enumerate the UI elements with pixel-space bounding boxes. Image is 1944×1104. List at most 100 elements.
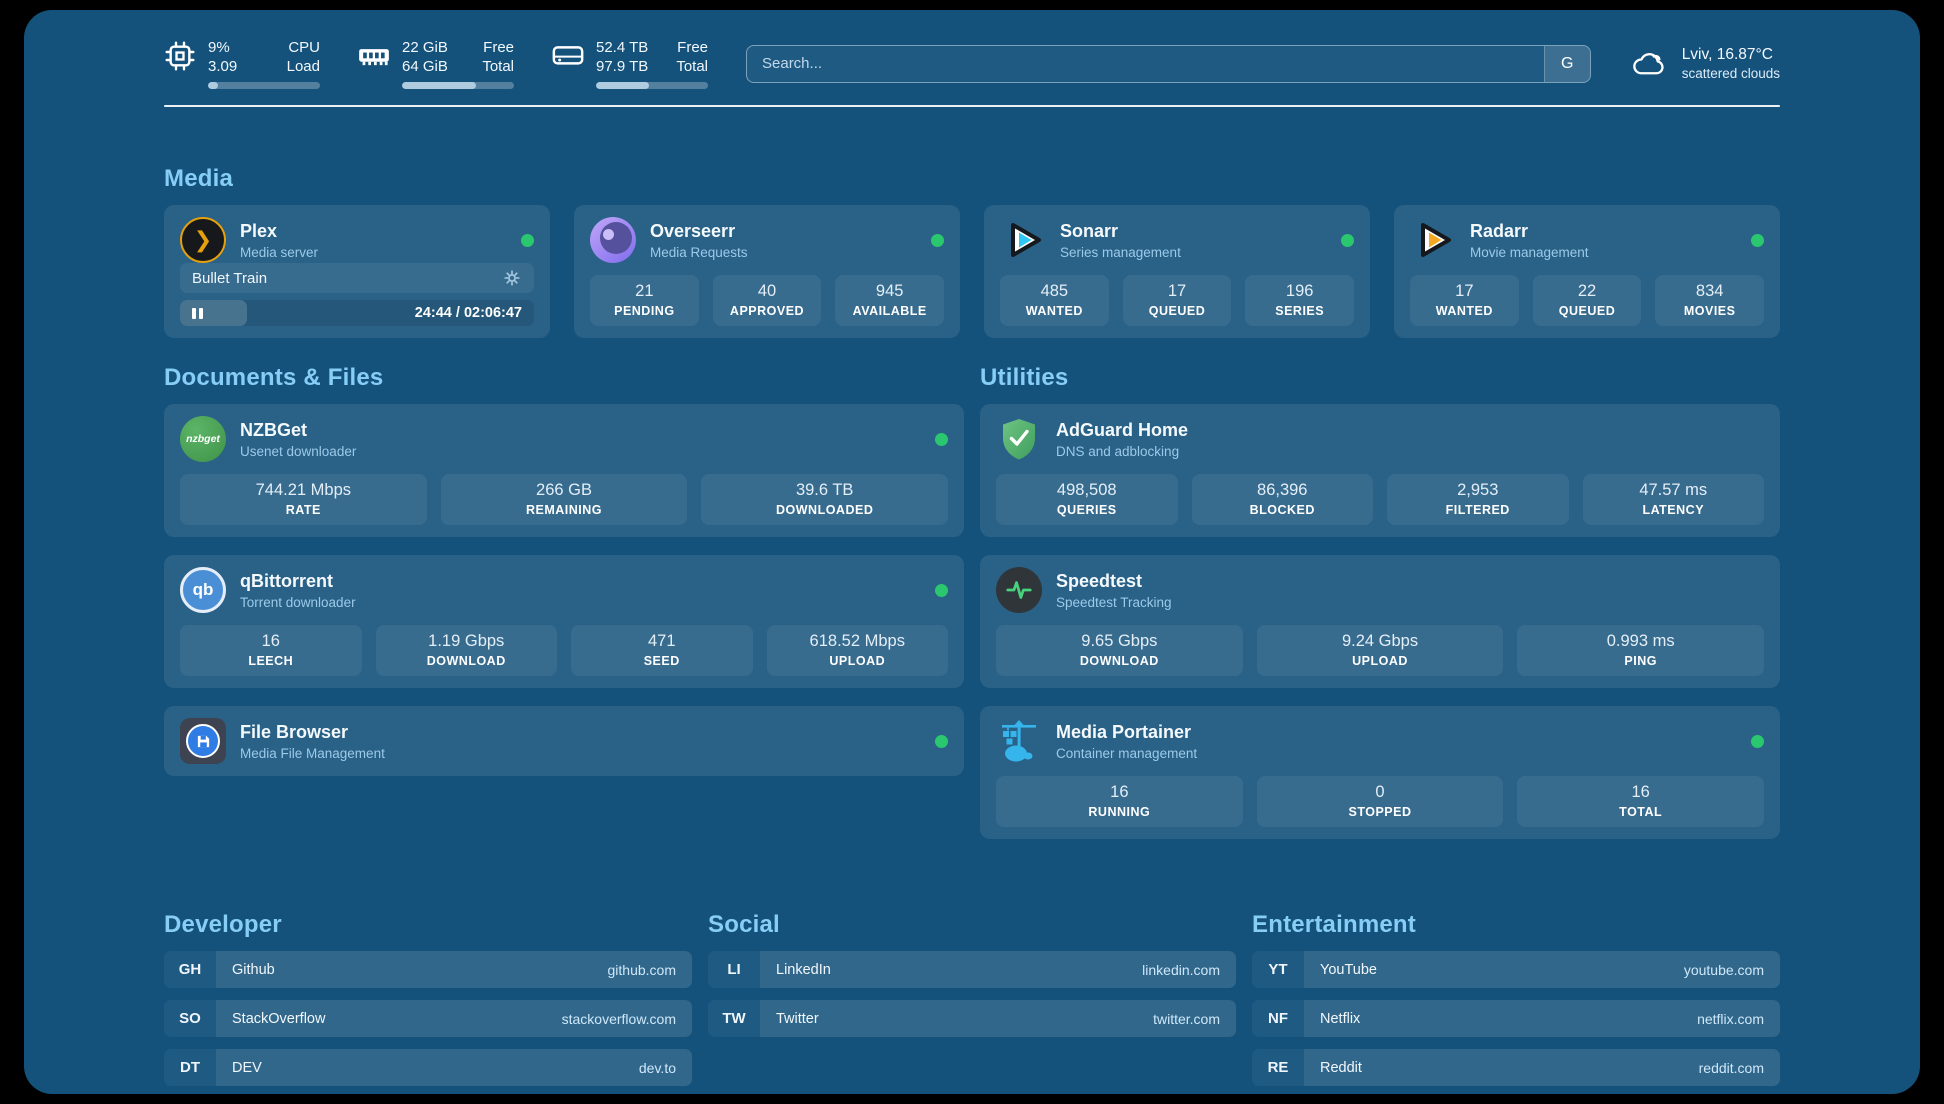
filebrowser-logo-icon bbox=[180, 718, 226, 764]
cpu-stat: 9% 3.09 CPU Load bbox=[164, 38, 320, 89]
status-indicator bbox=[935, 583, 948, 597]
link-stackoverflow[interactable]: SO StackOverflow stackoverflow.com bbox=[164, 1000, 692, 1037]
ram-free-value: 22 GiB bbox=[402, 39, 448, 56]
ram-stat: 22 GiB 64 GiB Free Total bbox=[358, 38, 514, 89]
cpu-load-label: Load bbox=[286, 58, 320, 75]
stat-remaining: 266 GB REMAINING bbox=[440, 474, 688, 525]
status-indicator bbox=[935, 734, 948, 748]
app-subtitle: Torrent downloader bbox=[240, 594, 356, 610]
app-name: Sonarr bbox=[1060, 221, 1119, 242]
filebrowser-card[interactable]: File Browser Media File Management bbox=[164, 706, 964, 776]
search-engine-button[interactable]: G bbox=[1543, 45, 1590, 82]
status-indicator bbox=[1751, 734, 1764, 748]
floppy-disk-icon bbox=[197, 735, 209, 747]
section-social: Social LI LinkedIn linkedin.com TW Twitt… bbox=[708, 911, 1236, 1094]
media-section-title: Media bbox=[164, 165, 234, 192]
app-name: Speedtest bbox=[1056, 571, 1143, 592]
pause-icon[interactable] bbox=[192, 307, 203, 319]
link-netflix[interactable]: NF Netflix netflix.com bbox=[1252, 1000, 1780, 1037]
search-input[interactable] bbox=[747, 45, 1544, 82]
ram-free-label: Free bbox=[483, 39, 514, 56]
playback-progress-fill bbox=[180, 300, 248, 326]
link-linkedin[interactable]: LI LinkedIn linkedin.com bbox=[708, 951, 1236, 988]
nzbget-logo-icon: nzbget bbox=[180, 416, 226, 462]
stat-pending: 21 PENDING bbox=[590, 275, 699, 326]
app-subtitle: Usenet downloader bbox=[240, 443, 357, 459]
status-indicator bbox=[935, 432, 948, 446]
now-playing-row: Bullet Train bbox=[180, 263, 534, 293]
weather-location-temp: Lviv, 16.87°C bbox=[1681, 45, 1773, 63]
stat-download: 9.65 Gbps DOWNLOAD bbox=[996, 625, 1243, 676]
sonarr-card[interactable]: Sonarr Series management 485 WANTED 17 Q… bbox=[984, 205, 1370, 338]
disk-total-label: Total bbox=[676, 58, 708, 75]
disk-progressbar bbox=[596, 82, 708, 89]
cpu-icon bbox=[165, 41, 195, 71]
app-subtitle: Media File Management bbox=[240, 745, 385, 761]
disk-free-value: 52.4 TB bbox=[596, 39, 649, 56]
app-name: NZBGet bbox=[240, 420, 307, 441]
link-twitter[interactable]: TW Twitter twitter.com bbox=[708, 1000, 1236, 1037]
status-indicator bbox=[1341, 233, 1354, 247]
stat-wanted: 17 WANTED bbox=[1410, 275, 1519, 326]
app-name: qBittorrent bbox=[240, 571, 333, 592]
disk-free-label: Free bbox=[677, 39, 708, 56]
plex-logo-icon: ❯ bbox=[180, 217, 226, 263]
link-reddit[interactable]: RE Reddit reddit.com bbox=[1252, 1049, 1780, 1086]
link-youtube[interactable]: YT YouTube youtube.com bbox=[1252, 951, 1780, 988]
speedtest-logo-icon bbox=[996, 567, 1042, 613]
cloud-icon bbox=[1632, 52, 1664, 74]
adguard-card[interactable]: AdGuard Home DNS and adblocking 498,508 … bbox=[980, 404, 1780, 537]
settings-gear-icon[interactable] bbox=[502, 268, 522, 288]
sonarr-logo-icon bbox=[1000, 217, 1046, 263]
radarr-card[interactable]: Radarr Movie management 17 WANTED 22 QUE… bbox=[1394, 205, 1780, 338]
app-name: Overseerr bbox=[650, 221, 736, 242]
stat-wanted: 485 WANTED bbox=[1000, 275, 1109, 326]
status-indicator bbox=[1751, 233, 1764, 247]
utilities-section-title: Utilities bbox=[980, 364, 1069, 391]
portainer-card[interactable]: Media Portainer Container management 16 … bbox=[980, 706, 1780, 839]
overseerr-card[interactable]: Overseerr Media Requests 21 PENDING 40 A… bbox=[574, 205, 960, 338]
cpu-progressbar bbox=[208, 82, 320, 89]
section-documents-files: Documents & Files nzbget NZBGet Usenet d… bbox=[164, 364, 964, 857]
app-name: File Browser bbox=[240, 722, 349, 743]
cpu-load-value: 3.09 bbox=[208, 58, 238, 75]
disk-icon bbox=[552, 46, 584, 65]
dashboard-frame: 9% 3.09 CPU Load bbox=[24, 10, 1920, 1094]
adguard-logo-icon bbox=[996, 416, 1042, 462]
stat-running: 16 RUNNING bbox=[996, 776, 1243, 827]
section-media: Media ❯ Plex Media server Bullet Train bbox=[164, 165, 1780, 338]
stat-latency: 47.57 ms LATENCY bbox=[1582, 474, 1764, 525]
app-name: Media Portainer bbox=[1056, 722, 1192, 743]
app-subtitle: Movie management bbox=[1470, 244, 1589, 260]
ram-total-value: 64 GiB bbox=[402, 58, 448, 75]
entertainment-section-title: Entertainment bbox=[1252, 911, 1416, 938]
documents-section-title: Documents & Files bbox=[164, 364, 384, 391]
stat-series: 196 SERIES bbox=[1245, 275, 1355, 326]
disk-total-value: 97.9 TB bbox=[596, 58, 649, 75]
portainer-logo-icon bbox=[996, 718, 1042, 764]
topbar-divider bbox=[164, 105, 1780, 107]
app-subtitle: Media server bbox=[240, 244, 319, 260]
cpu-label: CPU bbox=[288, 39, 320, 56]
playback-progress-row[interactable]: 24:44 / 02:06:47 bbox=[180, 300, 534, 326]
app-subtitle: Container management bbox=[1056, 745, 1198, 761]
nzbget-card[interactable]: nzbget NZBGet Usenet downloader 744.21 M… bbox=[164, 404, 964, 537]
app-subtitle: Media Requests bbox=[650, 244, 748, 260]
weather-widget: Lviv, 16.87°C scattered clouds bbox=[1629, 45, 1780, 83]
status-indicator bbox=[931, 233, 944, 247]
app-name: Radarr bbox=[1470, 221, 1529, 242]
stat-stopped: 0 STOPPED bbox=[1256, 776, 1504, 827]
social-section-title: Social bbox=[708, 911, 780, 938]
link-github[interactable]: GH Github github.com bbox=[164, 951, 692, 988]
app-name: Plex bbox=[240, 221, 278, 242]
link-dev[interactable]: DT DEV dev.to bbox=[164, 1049, 692, 1086]
plex-card[interactable]: ❯ Plex Media server Bullet Train bbox=[164, 205, 550, 338]
stat-ping: 0.993 ms PING bbox=[1517, 625, 1765, 676]
speedtest-card[interactable]: Speedtest Speedtest Tracking 9.65 Gbps D… bbox=[980, 555, 1780, 688]
weather-condition: scattered clouds bbox=[1681, 65, 1780, 81]
topbar: 9% 3.09 CPU Load bbox=[164, 38, 1780, 89]
disk-stat: 52.4 TB 97.9 TB Free Total bbox=[552, 38, 708, 89]
overseerr-logo-icon bbox=[590, 217, 636, 263]
qbittorrent-card[interactable]: qb qBittorrent Torrent downloader 16 LEE… bbox=[164, 555, 964, 688]
stat-upload: 9.24 Gbps UPLOAD bbox=[1256, 625, 1504, 676]
